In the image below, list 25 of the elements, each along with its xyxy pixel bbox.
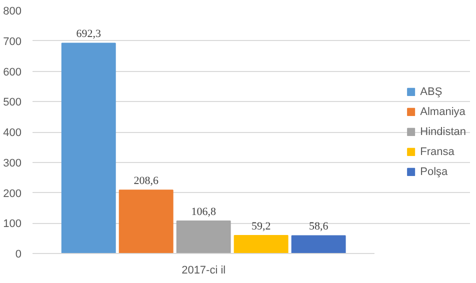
y-tick-label: 800 xyxy=(3,6,22,18)
bar xyxy=(118,190,174,254)
legend-label: Almaniya xyxy=(420,106,466,118)
legend-label: ABŞ xyxy=(420,86,442,98)
y-tick-label: 100 xyxy=(3,218,22,230)
x-tick-label: 2017-ci il xyxy=(182,264,226,276)
y-tick-label: 700 xyxy=(3,36,22,48)
y-tick-label: 500 xyxy=(3,96,22,109)
y-tick-label: 300 xyxy=(3,157,22,170)
legend-label: Fransa xyxy=(420,146,454,158)
legend-label: Hindistan xyxy=(420,126,466,138)
y-tick-label: 400 xyxy=(3,127,22,139)
data-label: 58,6 xyxy=(308,220,329,233)
y-tick-label: 200 xyxy=(3,188,22,200)
bar xyxy=(61,42,116,254)
y-tick-label: 600 xyxy=(3,66,22,78)
y-tick-label: 0 xyxy=(15,248,22,260)
data-label: 59,2 xyxy=(251,220,271,233)
data-label: 692,3 xyxy=(76,28,102,40)
bar xyxy=(291,235,346,254)
data-label: 106,8 xyxy=(191,206,216,218)
bar xyxy=(234,235,288,254)
data-label: 208,6 xyxy=(134,175,159,188)
legend-label: Polşa xyxy=(420,166,448,178)
bar xyxy=(176,220,231,254)
